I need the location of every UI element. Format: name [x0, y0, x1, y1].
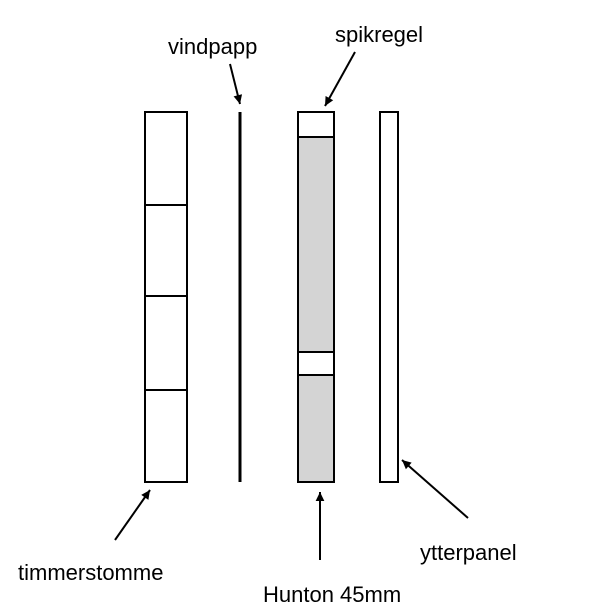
wall-layers-diagram	[0, 0, 608, 614]
label-hunton: Hunton 45mm	[263, 582, 401, 608]
label-vindpapp: vindpapp	[168, 34, 257, 60]
label-spikregel: spikregel	[335, 22, 423, 48]
label-timmerstomme: timmerstomme	[18, 560, 163, 586]
label-ytterpanel: ytterpanel	[420, 540, 517, 566]
